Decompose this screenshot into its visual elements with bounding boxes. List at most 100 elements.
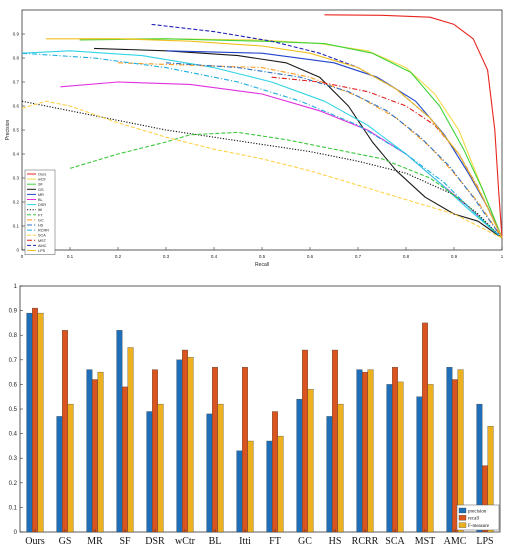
bar-sca-recall	[392, 367, 398, 533]
category-label: Ours	[25, 536, 45, 547]
y-tick-label: 0	[16, 248, 19, 253]
bar-rcrr-precision	[356, 369, 363, 533]
y-tick-label: 0.5	[13, 128, 20, 133]
legend-label: HS	[38, 224, 44, 228]
category-label: AMC	[444, 536, 467, 547]
bar-gc-precision	[296, 399, 303, 533]
series-line-gs	[93, 47, 503, 239]
y-tick-label: 0.8	[9, 333, 18, 339]
bar-sf-f-measure	[127, 347, 134, 533]
category-label: Itti	[239, 536, 251, 547]
legend-label: MR	[38, 193, 44, 197]
bar-mr-f-measure	[97, 371, 104, 533]
bar-hs-recall	[332, 349, 338, 533]
y-tick-label: 0.9	[9, 309, 18, 315]
bar-amc-f-measure	[457, 369, 464, 533]
y-tick-label: 0	[14, 530, 18, 536]
bar-gs-recall	[62, 330, 68, 533]
y-tick-label: 0.8	[13, 56, 20, 61]
bar-rcrr-f-measure	[367, 369, 374, 533]
x-tick-label: 0.9	[451, 254, 458, 259]
bar-amc-precision	[446, 367, 453, 533]
x-tick-label: 0.8	[403, 254, 410, 259]
y-tick-label: 0.4	[13, 152, 20, 157]
y-tick-label: 0.1	[13, 224, 20, 229]
category-label: RCRR	[352, 536, 379, 547]
series-line-sf	[79, 38, 503, 239]
y-tick-label: 0.9	[13, 32, 20, 37]
y-tick-label: 0.4	[9, 432, 18, 438]
y-axis-label: Precision	[5, 120, 11, 141]
x-tick-label: 0.2	[115, 254, 122, 259]
bar-ours-f-measure	[37, 312, 44, 533]
category-label: MR	[87, 536, 103, 547]
bar-rcrr-recall	[362, 371, 368, 533]
bar-wctr-recall	[182, 349, 188, 533]
legend-label: SCA	[38, 234, 46, 238]
category-label: GS	[59, 536, 72, 547]
legend-swatch	[458, 522, 467, 528]
bar-hs-precision	[326, 416, 333, 533]
legend-label: MST	[38, 239, 47, 243]
legend-label: wCtr	[38, 178, 47, 182]
bar-sf-precision	[116, 330, 123, 533]
x-tick-label: 1	[501, 254, 504, 259]
series-line-rcrr	[21, 52, 503, 239]
y-tick-label: 0.5	[9, 407, 18, 413]
series-line-gc	[117, 62, 503, 239]
legend-label: FT	[38, 213, 43, 217]
series-line-wctr	[79, 38, 503, 239]
bar-mst-f-measure	[427, 384, 434, 533]
bar-mr-precision	[86, 369, 93, 533]
category-label: SCA	[385, 536, 405, 547]
legend-label: recall	[468, 517, 480, 522]
category-label: SF	[119, 536, 131, 547]
bar-bl-precision	[206, 413, 213, 533]
legend-label: F-measure	[468, 524, 490, 529]
series-line-sca	[21, 100, 503, 239]
bar-ours-recall	[32, 307, 38, 533]
legend-label: BL	[38, 198, 43, 202]
bar-mr-recall	[92, 379, 98, 533]
legend-swatch	[458, 515, 467, 521]
bar-wctr-f-measure	[187, 357, 194, 533]
bar-itti-recall	[242, 367, 248, 533]
bar-itti-f-measure	[247, 440, 254, 533]
y-tick-label: 0.6	[9, 382, 18, 388]
x-tick-label: 0.1	[67, 254, 74, 259]
category-label: LPS	[476, 536, 493, 547]
legend-label: Itti	[38, 208, 42, 212]
legend-label: Ours	[38, 173, 46, 177]
x-tick-label: 0.3	[163, 254, 170, 259]
legend-label: AMC	[38, 244, 47, 248]
series-line-hs	[165, 62, 503, 239]
category-label: GC	[298, 536, 312, 547]
series-line-ft	[69, 131, 503, 239]
series-line-mr	[165, 50, 503, 239]
x-tick-label: 0	[21, 254, 24, 259]
y-tick-label: 1	[14, 284, 18, 290]
category-label: DSR	[145, 536, 165, 547]
series-line-lps	[46, 38, 503, 239]
legend-label: GS	[38, 188, 44, 192]
pr-curve-chart: 0 0.1 0.2 0.3 0.4 0.5 0.6 0.7 0.8 0.9 1 0 0.1 0.2 0.3 0…	[5, 9, 504, 268]
plot-area	[21, 9, 503, 251]
bar-dsr-recall	[152, 369, 158, 533]
series-line-dsr	[21, 50, 503, 239]
legend-label: RCRR	[38, 229, 49, 233]
bar-sca-f-measure	[397, 381, 404, 533]
y-tick-label: 0.7	[13, 80, 20, 85]
bar-ft-recall	[272, 411, 278, 533]
y-tick-label: 0.3	[13, 176, 20, 181]
bar-sca-precision	[386, 384, 393, 533]
bar-gc-recall	[302, 349, 308, 533]
bar-dsr-f-measure	[157, 403, 164, 533]
x-tick-label: 0.4	[211, 254, 218, 259]
category-label: HS	[329, 536, 342, 547]
bar-gs-precision	[56, 416, 63, 533]
y-tick-label: 0.2	[9, 481, 18, 487]
category-label: BL	[209, 536, 222, 547]
bar-bl-recall	[212, 367, 218, 533]
legend-label: GC	[38, 218, 44, 222]
y-tick-label: 0.7	[9, 358, 18, 364]
